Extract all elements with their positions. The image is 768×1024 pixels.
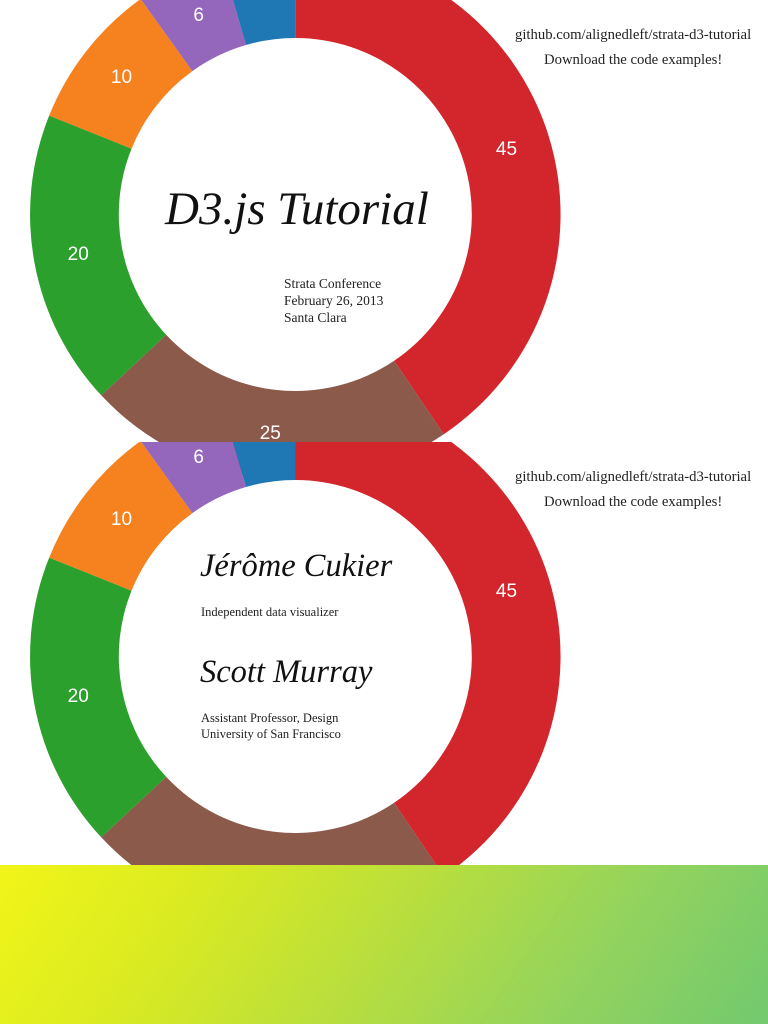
svg-text:6: 6 (193, 5, 204, 26)
svg-text:45: 45 (496, 139, 517, 160)
svg-text:45: 45 (496, 581, 517, 602)
svg-text:10: 10 (111, 509, 132, 530)
svg-text:10: 10 (111, 67, 132, 88)
svg-text:20: 20 (68, 244, 89, 265)
svg-text:25: 25 (260, 423, 281, 444)
svg-text:6: 6 (193, 447, 204, 468)
svg-text:20: 20 (68, 686, 89, 707)
